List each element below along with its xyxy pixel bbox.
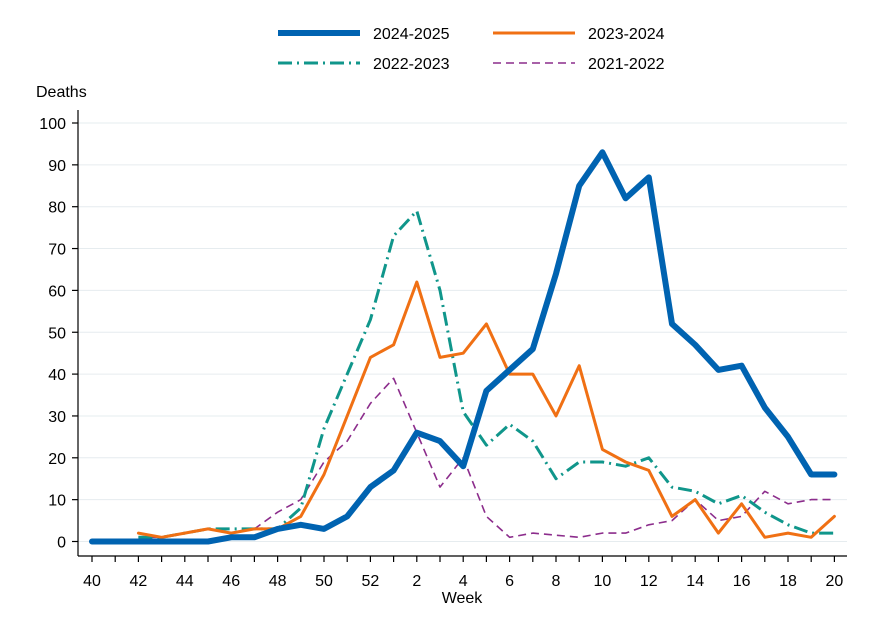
x-tick-label-6: 6: [505, 573, 514, 590]
y-tick-label-70: 70: [48, 242, 66, 259]
x-tick-label-50: 50: [315, 573, 333, 590]
axes: [77, 110, 847, 557]
legend-label-2023-2024: 2023-2024: [588, 26, 665, 43]
y-tick-label-30: 30: [48, 409, 66, 426]
x-tick-label-40: 40: [83, 573, 101, 590]
gridlines: [78, 122, 847, 542]
x-tick-label-52: 52: [362, 573, 380, 590]
y-tick-label-90: 90: [48, 158, 66, 175]
legend-label-2022-2023: 2022-2023: [373, 56, 450, 73]
legend: 2024-2025 2023-2024 2022-2023 2021-2022: [278, 26, 665, 73]
x-tick-label-20: 20: [826, 573, 844, 590]
x-tick-label-18: 18: [779, 573, 797, 590]
series-line-2023-2024: [136, 280, 836, 539]
x-tick-label-46: 46: [222, 573, 240, 590]
y-tick-label-80: 80: [48, 200, 66, 217]
legend-label-2024-2025: 2024-2025: [373, 26, 450, 43]
x-tick-label-10: 10: [594, 573, 612, 590]
x-tick-label-4: 4: [459, 573, 468, 590]
y-tick-label-40: 40: [48, 367, 66, 384]
x-tick-label-44: 44: [176, 573, 194, 590]
series-lines: [89, 149, 838, 545]
x-tick-label-14: 14: [686, 573, 704, 590]
y-tick-label-60: 60: [48, 283, 66, 300]
y-tick-label-10: 10: [48, 493, 66, 510]
legend-label-2021-2022: 2021-2022: [588, 56, 665, 73]
y-tick-label-0: 0: [57, 535, 66, 552]
y-tick-label-100: 100: [39, 116, 66, 133]
x-tick-label-8: 8: [552, 573, 561, 590]
x-tick-label-2: 2: [412, 573, 421, 590]
x-axis-title: Week: [442, 590, 484, 607]
x-tick-label-16: 16: [733, 573, 751, 590]
y-tick-label-50: 50: [48, 325, 66, 342]
x-tick-label-48: 48: [269, 573, 287, 590]
y-tick-label-20: 20: [48, 451, 66, 468]
x-tick-label-12: 12: [640, 573, 658, 590]
y-axis-title: Deaths: [36, 84, 87, 101]
x-tick-label-42: 42: [130, 573, 148, 590]
series-line-2024-2025: [89, 149, 838, 545]
